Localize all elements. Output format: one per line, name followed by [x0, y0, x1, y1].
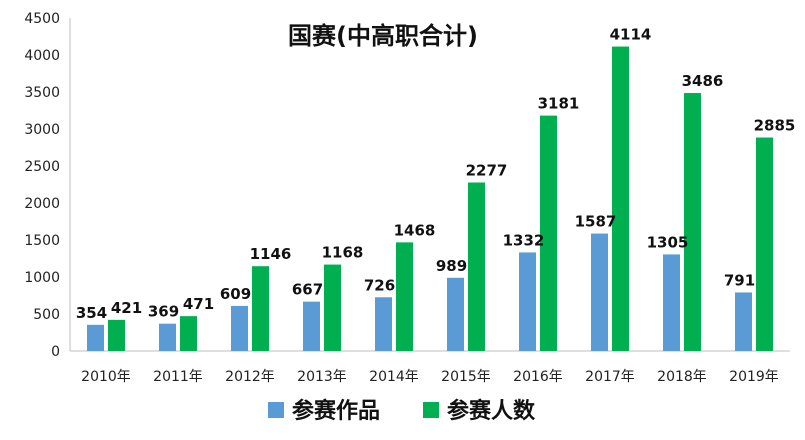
x-tick-label: 2013年	[297, 369, 347, 385]
data-label-works: 1305	[647, 233, 689, 251]
legend-swatch-works	[268, 402, 284, 418]
bar-works	[591, 233, 608, 351]
x-tick-label: 2016年	[513, 369, 563, 385]
bar-participants	[756, 137, 773, 351]
y-tick-label: 2500	[24, 159, 60, 175]
data-label-works: 667	[292, 281, 323, 299]
y-tick-label: 2000	[24, 196, 60, 212]
bars	[87, 46, 773, 352]
legend: 参赛作品 参赛人数	[268, 398, 536, 424]
x-axis-ticks: 2010年 2011年 2012年 2013年 2014年 2015年 2016年 2017年…	[81, 369, 779, 385]
y-tick-label: 1500	[24, 233, 60, 249]
bar-participants	[324, 264, 341, 351]
y-tick-label: 4500	[24, 11, 60, 27]
bar-participants	[540, 115, 557, 351]
bar-participants	[108, 319, 125, 351]
bar-works	[303, 301, 320, 351]
x-tick-label: 2010年	[81, 369, 131, 385]
data-label-works: 791	[724, 271, 755, 289]
data-label-participants: 471	[183, 295, 214, 313]
x-tick-label: 2012年	[225, 369, 275, 385]
x-tick-label: 2018年	[657, 369, 707, 385]
bar-participants	[396, 242, 413, 351]
legend-label-works: 参赛作品	[292, 398, 380, 424]
bar-works	[735, 292, 752, 351]
x-tick-label: 2019年	[729, 369, 779, 385]
x-tick-label: 2017年	[585, 369, 635, 385]
y-tick-label: 0	[51, 344, 60, 360]
bar-works	[159, 323, 176, 351]
y-tick-label: 4000	[24, 48, 60, 64]
data-label-works: 354	[76, 304, 107, 322]
bar-works	[447, 277, 464, 351]
x-tick-label: 2014年	[369, 369, 419, 385]
data-label-works: 989	[436, 257, 467, 275]
y-tick-label: 3000	[24, 122, 60, 138]
data-label-participants: 2277	[466, 162, 508, 180]
bar-participants	[252, 266, 269, 351]
bar-participants	[180, 316, 197, 351]
data-label-participants: 421	[111, 299, 142, 317]
legend-swatch-participants	[423, 402, 439, 418]
data-label-participants: 1146	[250, 245, 292, 263]
data-label-participants: 2885	[754, 117, 796, 135]
bar-works	[87, 324, 104, 351]
bar-participants	[468, 182, 485, 351]
data-label-participants: 3181	[538, 95, 580, 113]
bar-works	[375, 297, 392, 351]
x-tick-label: 2015年	[441, 369, 491, 385]
data-label-works: 609	[220, 285, 251, 303]
x-tick-label: 2011年	[153, 369, 203, 385]
y-axis-ticks: 0 500 1000 1500 2000 2500 3000 3500 4000 4500	[24, 11, 60, 360]
data-label-works: 726	[364, 276, 395, 294]
data-label-participants: 3486	[682, 72, 724, 90]
data-label-works: 1587	[575, 213, 617, 231]
data-label-works: 1332	[503, 231, 545, 249]
legend-label-participants: 参赛人数	[447, 398, 536, 424]
bar-works	[519, 252, 536, 351]
chart-title: 国赛(中高职合计)	[288, 22, 478, 50]
bar-works	[663, 254, 680, 351]
bar-works	[231, 305, 248, 351]
y-tick-label: 3500	[24, 85, 60, 101]
data-label-works: 369	[148, 303, 179, 321]
y-tick-label: 1000	[24, 270, 60, 286]
bar-participants	[612, 46, 629, 352]
data-label-participants: 1168	[322, 244, 364, 262]
data-label-participants: 1468	[394, 221, 436, 239]
y-tick-label: 500	[33, 307, 60, 323]
bar-participants	[684, 93, 701, 351]
data-label-participants: 4114	[610, 26, 652, 44]
